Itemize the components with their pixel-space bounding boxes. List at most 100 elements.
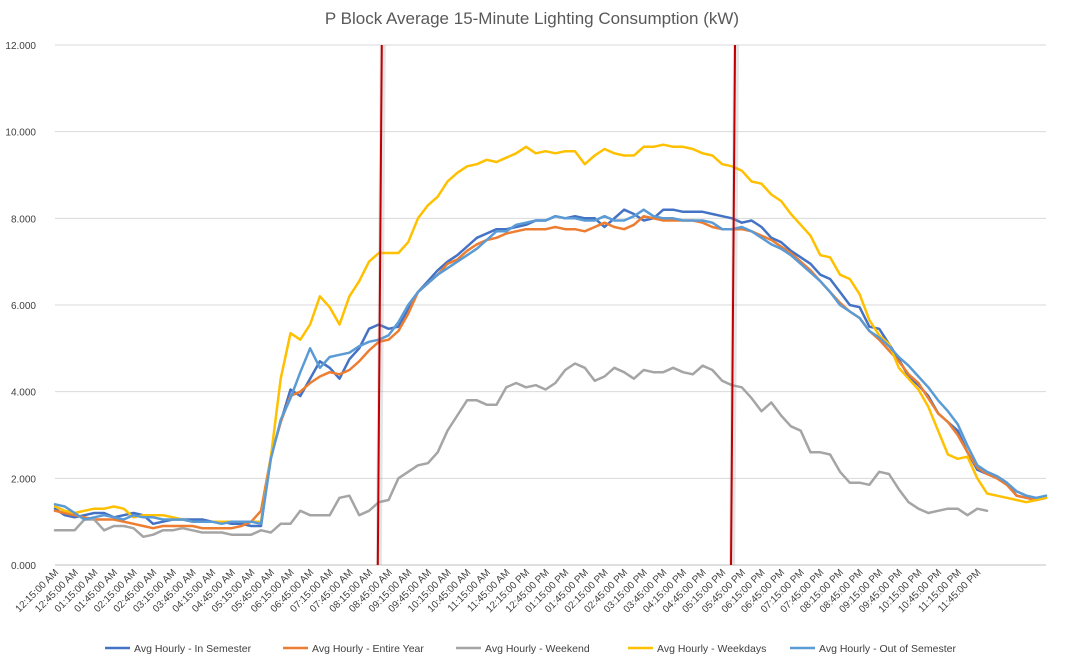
data-point: [564, 217, 566, 220]
data-point: [976, 507, 979, 510]
data-point: [417, 291, 419, 293]
data-point: [603, 226, 606, 228]
data-point: [230, 520, 233, 523]
data-point: [868, 330, 871, 332]
data-point: [73, 514, 76, 516]
data-point: [544, 228, 547, 230]
data-point: [1006, 481, 1008, 484]
data-point: [947, 507, 949, 510]
data-point: [103, 507, 105, 510]
data-point: [171, 516, 174, 519]
data-point: [839, 471, 841, 473]
data-point: [191, 529, 194, 532]
data-point: [162, 514, 164, 516]
data-point: [898, 488, 900, 491]
data-point: [319, 360, 321, 363]
data-point: [682, 219, 684, 222]
data-point: [829, 453, 831, 456]
data-point: [132, 516, 135, 519]
data-point: [760, 237, 763, 239]
data-point: [584, 367, 586, 369]
data-point: [652, 371, 655, 374]
data-point: [436, 195, 439, 198]
data-point: [417, 464, 419, 467]
data-point: [564, 369, 566, 371]
data-point: [162, 525, 164, 527]
data-point: [593, 219, 596, 222]
data-point: [279, 419, 282, 421]
data-point: [466, 399, 468, 402]
y-tick-label: 2.000: [11, 474, 36, 485]
data-point: [73, 516, 76, 519]
data-point: [868, 325, 871, 328]
data-point: [122, 514, 125, 516]
data-point: [299, 510, 302, 512]
data-point: [309, 347, 311, 350]
data-point: [721, 380, 723, 382]
data-point: [1015, 499, 1018, 501]
series-line: [53, 214, 1048, 530]
data-point: [986, 471, 988, 473]
data-point: [721, 163, 723, 165]
data-point: [947, 453, 949, 456]
series-lines: [53, 143, 1048, 539]
data-point: [1045, 494, 1047, 497]
data-point: [201, 520, 203, 523]
data-point: [672, 367, 674, 369]
data-point: [809, 234, 812, 237]
data-point: [593, 380, 596, 382]
data-point: [328, 306, 331, 309]
data-point: [642, 369, 645, 371]
y-tick-label: 4.000: [11, 388, 36, 399]
data-point: [917, 375, 920, 378]
data-point: [83, 518, 86, 521]
series-avg-hourly-weekdays: [53, 143, 1048, 523]
data-point: [515, 224, 517, 226]
data-point: [682, 211, 684, 213]
data-point: [191, 518, 194, 521]
data-point: [956, 429, 959, 432]
data-point: [397, 330, 400, 332]
legend-label: Avg Hourly - Weekend: [485, 643, 590, 655]
data-point: [132, 523, 135, 525]
data-point: [505, 232, 508, 235]
data-point: [368, 341, 370, 343]
data-point: [387, 328, 390, 330]
data-point: [672, 217, 674, 220]
data-point: [956, 458, 959, 460]
legend-item-avg-hourly-weekdays: Avg Hourly - Weekdays: [628, 643, 766, 655]
data-point: [554, 382, 557, 384]
data-point: [535, 152, 537, 155]
data-point: [790, 250, 792, 252]
data-point: [809, 271, 812, 274]
data-point: [515, 382, 517, 384]
data-point: [603, 148, 606, 150]
vertical-marker-line: [730, 44, 737, 566]
data-point: [113, 516, 115, 519]
data-point: [731, 217, 733, 220]
data-point: [760, 182, 763, 185]
data-point: [976, 464, 979, 467]
data-point: [446, 260, 449, 263]
data-point: [858, 293, 861, 296]
legend: Avg Hourly - In Semester Avg Hourly - Ent…: [105, 643, 956, 655]
data-point: [64, 514, 66, 516]
data-point: [250, 533, 252, 536]
data-point: [741, 221, 743, 224]
data-point: [289, 388, 292, 391]
data-point: [427, 204, 429, 207]
data-point: [799, 429, 802, 432]
data-point: [603, 221, 606, 224]
data-point: [113, 518, 115, 521]
data-point: [309, 323, 311, 326]
data-point: [770, 239, 773, 241]
data-point: [387, 499, 390, 501]
data-point: [780, 241, 782, 243]
data-point: [83, 510, 86, 512]
data-point: [181, 525, 184, 527]
series-line: [53, 208, 1048, 526]
data-point: [368, 260, 370, 263]
data-point: [701, 219, 704, 222]
y-axis: 0.000 2.000 4.000 6.000 8.000 10.000 12.000: [5, 41, 36, 572]
